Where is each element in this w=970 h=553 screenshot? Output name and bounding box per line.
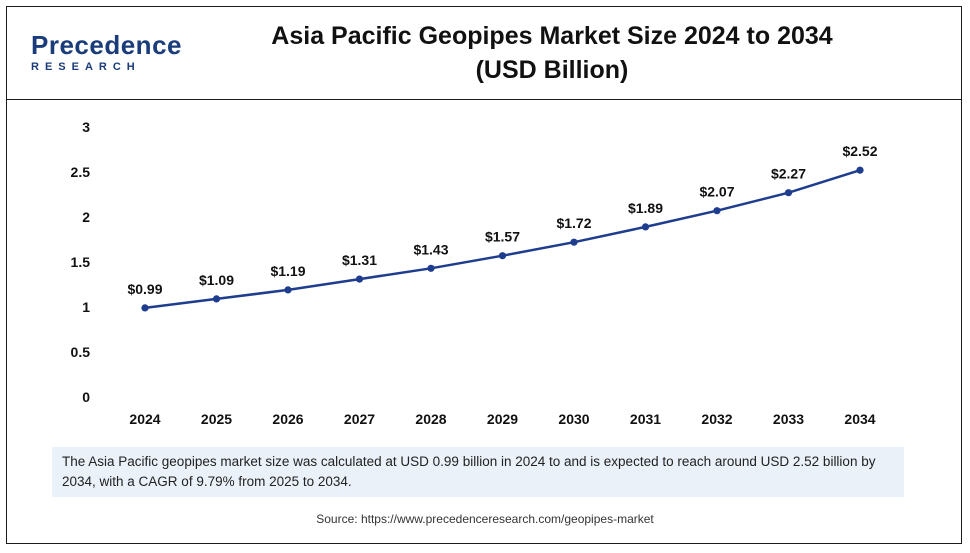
x-tick-label: 2024	[129, 411, 160, 427]
brand-logo: Precedence RESEARCH	[31, 31, 181, 83]
x-tick-label: 2025	[201, 411, 232, 427]
x-tick-label: 2030	[558, 411, 589, 427]
data-label: $1.43	[413, 241, 448, 257]
x-tick-label: 2029	[487, 411, 518, 427]
data-point	[141, 304, 149, 312]
data-label: $1.31	[342, 252, 377, 268]
y-tick-label: 1	[82, 299, 90, 315]
data-label: $1.89	[628, 200, 663, 216]
description-note: The Asia Pacific geopipes market size wa…	[52, 447, 904, 497]
data-label: $1.72	[556, 215, 591, 231]
data-label: $1.09	[199, 272, 234, 288]
data-point	[212, 295, 221, 303]
y-tick-label: 2.5	[71, 164, 91, 180]
data-point	[427, 264, 435, 272]
x-tick-label: 2028	[415, 411, 446, 427]
data-label: $1.19	[270, 263, 305, 279]
data-label: $2.07	[699, 184, 734, 200]
chart-subtitle: (USD Billion)	[475, 56, 629, 84]
data-point	[713, 207, 721, 215]
y-tick-label: 0.5	[71, 344, 91, 360]
chart-title-block: Asia Pacific Geopipes Market Size 2024 t…	[207, 19, 897, 87]
x-tick-label: 2033	[773, 411, 804, 427]
x-tick-label: 2026	[272, 411, 303, 427]
source-text: Source: https://www.precedenceresearch.c…	[316, 512, 654, 526]
data-label: $1.57	[485, 229, 520, 245]
data-point	[784, 189, 793, 197]
x-tick-label: 2034	[844, 411, 875, 427]
x-tick-label: 2027	[344, 411, 375, 427]
data-point	[641, 223, 650, 231]
data-point	[498, 252, 507, 260]
y-tick-label: 0	[82, 389, 90, 405]
y-tick-label: 3	[82, 119, 90, 135]
data-point	[856, 166, 864, 174]
x-tick-label: 2031	[630, 411, 661, 427]
data-point	[570, 238, 578, 246]
y-tick-label: 2	[82, 209, 90, 225]
data-point	[284, 286, 292, 294]
header: Precedence RESEARCH Asia Pacific Geopipe…	[7, 7, 961, 100]
logo-subtext: RESEARCH	[31, 61, 141, 73]
x-tick-label: 2032	[701, 411, 732, 427]
chart-title: Asia Pacific Geopipes Market Size 2024 t…	[271, 22, 833, 50]
data-label: $0.99	[127, 281, 162, 297]
data-label: $2.27	[771, 166, 806, 182]
y-tick-label: 1.5	[71, 254, 91, 270]
data-label: $2.52	[842, 143, 877, 159]
data-point	[355, 275, 364, 283]
logo-wordmark: Precedence	[31, 30, 182, 60]
